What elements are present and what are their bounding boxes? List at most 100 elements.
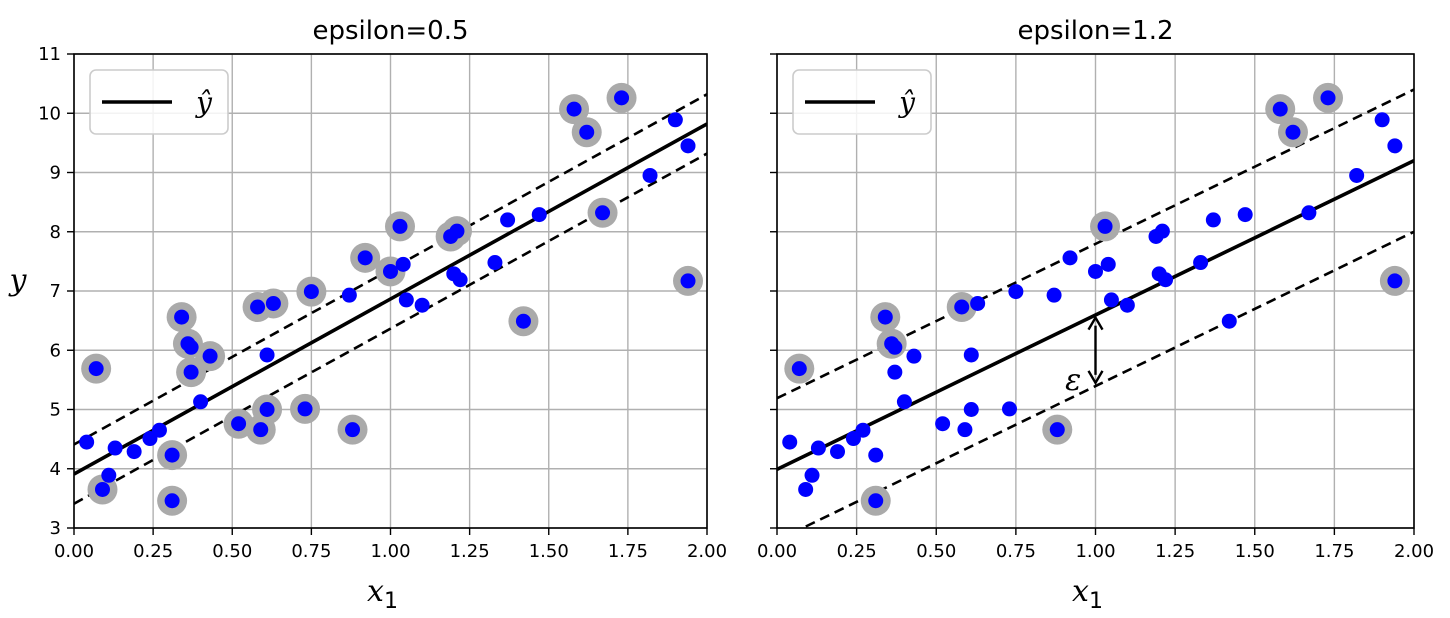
data-point xyxy=(887,364,903,380)
x-tick-label: 1.50 xyxy=(529,541,569,562)
data-point xyxy=(1205,212,1221,228)
data-point xyxy=(1088,263,1103,279)
x-tick-label: 1.75 xyxy=(608,541,648,562)
y-axis: 3 4 5 6 7 8 9 10 11 xyxy=(38,44,74,539)
data-point xyxy=(303,284,319,300)
data-point xyxy=(680,138,696,154)
data-point xyxy=(1374,112,1390,128)
data-point xyxy=(896,394,912,410)
epsilon-annotation: ε xyxy=(1065,315,1104,398)
x-tick-label: 2.00 xyxy=(1394,541,1434,562)
x-tick-label: 0.25 xyxy=(133,541,173,562)
x-tick-label: 1.75 xyxy=(1314,541,1354,562)
legend-label: ŷ xyxy=(194,86,213,119)
data-point xyxy=(253,422,269,438)
data-point xyxy=(963,347,979,363)
legend-label: ŷ xyxy=(897,86,916,119)
x-tick-label: 1.25 xyxy=(1155,541,1195,562)
x-tick-label: 0.50 xyxy=(212,541,252,562)
data-point xyxy=(357,250,373,266)
data-point xyxy=(101,467,117,483)
data-point xyxy=(782,434,798,450)
data-point xyxy=(1320,90,1336,106)
data-point xyxy=(810,440,826,456)
x-tick-label: 0.00 xyxy=(757,541,797,562)
data-point xyxy=(487,255,503,271)
data-point xyxy=(1103,292,1119,308)
data-point xyxy=(906,348,922,364)
data-point xyxy=(79,434,95,450)
data-point xyxy=(193,394,209,410)
epsilon-label: ε xyxy=(1065,363,1081,398)
data-point xyxy=(151,422,167,438)
y-tick-label: 9 xyxy=(50,163,61,184)
data-point xyxy=(183,339,199,355)
x-axis: 0.00 0.25 0.50 0.75 1.00 1.25 1.50 1.75 2.00 xyxy=(54,528,727,562)
data-point xyxy=(868,447,884,463)
data-point xyxy=(1272,101,1288,117)
data-point xyxy=(392,218,408,234)
data-point xyxy=(1119,297,1135,313)
data-point xyxy=(500,212,516,228)
x-tick-label: 0.00 xyxy=(54,541,94,562)
x-tick-label: 1.00 xyxy=(370,541,410,562)
data-point xyxy=(1008,284,1024,300)
chart-panel-2: ε 0.00 0.25 0.50 0.75 1.00 1.25 1.50 1.75 2.00 eps… xyxy=(757,16,1434,614)
y-tick-label: 6 xyxy=(50,340,61,361)
y-tick-label: 10 xyxy=(38,103,61,124)
data-point xyxy=(265,295,281,311)
x-tick-label: 0.75 xyxy=(996,541,1036,562)
data-point xyxy=(804,467,820,483)
y-tick-label: 7 xyxy=(50,281,61,302)
data-point xyxy=(579,124,595,140)
data-point xyxy=(383,263,398,279)
data-point xyxy=(1154,223,1170,239)
x-tick-label: 2.00 xyxy=(687,541,727,562)
data-point xyxy=(164,447,180,463)
chart-title: epsilon=0.5 xyxy=(312,16,468,46)
data-point xyxy=(94,481,110,497)
data-point xyxy=(1100,256,1116,272)
data-point xyxy=(935,416,951,432)
data-point xyxy=(345,422,361,438)
data-point xyxy=(1387,138,1403,154)
legend: ŷ xyxy=(792,69,932,135)
data-point xyxy=(887,339,903,355)
data-point xyxy=(798,481,814,497)
y-tick-label: 4 xyxy=(50,459,61,480)
x-axis: 0.00 0.25 0.50 0.75 1.00 1.25 1.50 1.75 2.00 xyxy=(757,528,1434,562)
plot-area xyxy=(74,82,707,516)
prediction-line xyxy=(74,122,707,476)
data-point xyxy=(1237,207,1253,223)
x-tick-label: 0.25 xyxy=(837,541,877,562)
y-axis xyxy=(770,53,777,529)
x-tick-label: 0.75 xyxy=(291,541,331,562)
legend: ŷ xyxy=(89,69,229,135)
data-point xyxy=(963,402,979,417)
x-axis-label-subscript: 1 xyxy=(384,589,398,614)
data-point xyxy=(1387,273,1403,289)
data-point xyxy=(297,401,313,417)
data-point xyxy=(531,207,547,223)
x-tick-label: 1.25 xyxy=(450,541,490,562)
data-point xyxy=(126,444,142,460)
data-point xyxy=(1097,218,1113,234)
y-tick-label: 11 xyxy=(38,44,61,65)
data-point xyxy=(515,313,531,329)
y-tick-label: 3 xyxy=(50,518,61,539)
x-tick-label: 0.50 xyxy=(916,541,956,562)
data-point xyxy=(595,205,611,221)
data-point xyxy=(667,112,683,128)
data-point xyxy=(452,272,468,288)
data-point xyxy=(164,493,180,509)
data-point xyxy=(1301,205,1317,221)
data-point xyxy=(566,101,582,117)
data-point xyxy=(868,493,884,509)
data-point xyxy=(614,90,630,106)
data-point xyxy=(642,167,658,183)
epsilon-arrow-head-down xyxy=(1087,370,1104,386)
data-point xyxy=(830,444,846,460)
data-point xyxy=(395,256,411,272)
data-point xyxy=(1349,167,1365,183)
